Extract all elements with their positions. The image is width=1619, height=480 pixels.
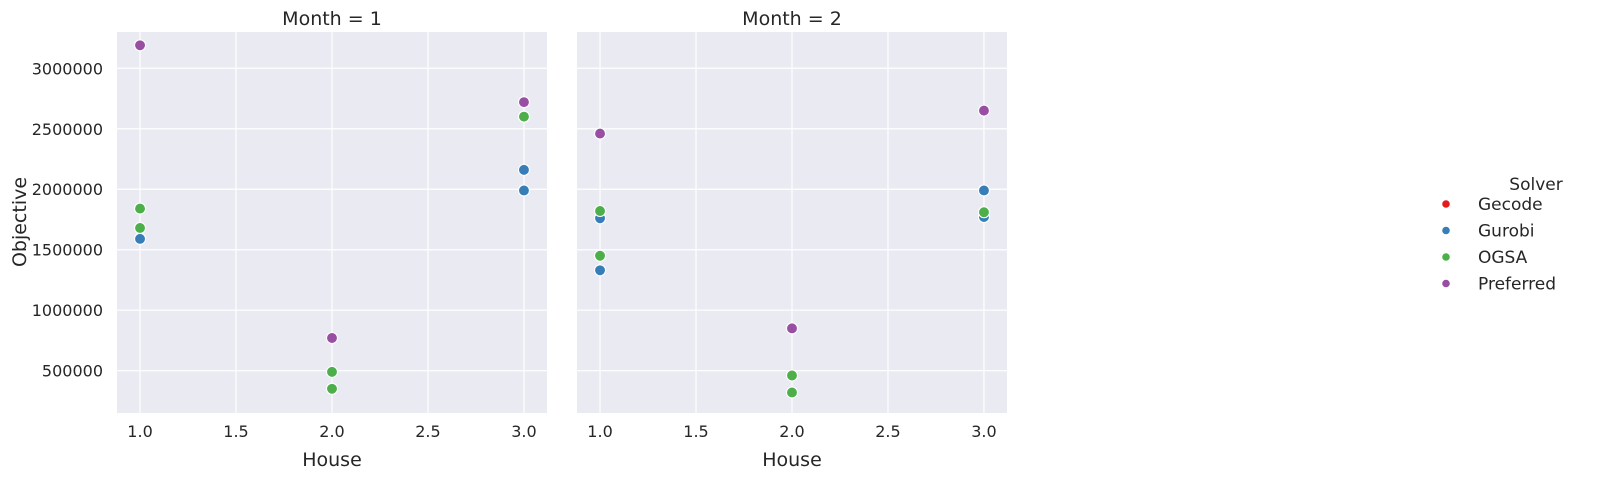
- x-tick-label: 2.5: [415, 422, 440, 441]
- y-tick-label: 2000000: [32, 180, 103, 199]
- legend-label-preferred: Preferred: [1478, 275, 1556, 295]
- y-tick-labels: 500000 1000000 1500000 2000000 2500000 300000…: [32, 59, 103, 380]
- data-point-preferred: [977, 104, 991, 117]
- x-tick-label: 3.0: [511, 422, 536, 441]
- legend-label-ogsa: OGSA: [1478, 248, 1528, 268]
- legend-marker-ogsa: [1441, 252, 1451, 262]
- data-point-gurobi: [977, 184, 991, 197]
- data-point-gurobi: [517, 163, 531, 176]
- data-points: [593, 104, 991, 399]
- data-point-ogsa: [325, 365, 339, 378]
- data-point-ogsa: [785, 369, 799, 382]
- data-point-ogsa: [593, 204, 607, 218]
- data-point-ogsa: [517, 110, 531, 123]
- data-point-preferred: [593, 127, 607, 140]
- legend-marker-gurobi: [1441, 225, 1451, 236]
- legend: Solver Gecode Gurobi OGSA Preferred: [1441, 175, 1563, 295]
- legend-title: Solver: [1509, 175, 1562, 195]
- x-tick-label: 2.0: [319, 422, 344, 441]
- x-tick-label: 1.0: [127, 422, 152, 441]
- y-tick-label: 1500000: [32, 241, 103, 260]
- y-tick-label: 2500000: [32, 120, 103, 139]
- y-tick-label: 500000: [42, 362, 103, 381]
- x-gridlines: [139, 32, 525, 413]
- x-tick-label: 2.5: [875, 422, 900, 441]
- data-point-gurobi: [517, 184, 531, 197]
- data-point-preferred: [785, 322, 799, 335]
- x-tick-labels: 1.0 1.5 2.0 2.5 3.0: [127, 422, 536, 441]
- legend-marker-gecode: [1441, 199, 1451, 209]
- data-point-preferred: [517, 96, 531, 109]
- x-tick-label: 1.0: [587, 422, 612, 441]
- data-point-preferred: [133, 39, 147, 52]
- legend-marker-preferred: [1441, 278, 1451, 289]
- data-point-ogsa: [133, 221, 147, 234]
- x-tick-label: 1.5: [223, 422, 248, 441]
- panel-month-1: Month = 1 1.0 1.5 2.0 2.5 3.0 500000 1000000 1…: [32, 8, 547, 471]
- data-point-ogsa: [785, 386, 799, 399]
- data-point-gurobi: [593, 264, 607, 277]
- panel-title: Month = 2: [742, 8, 842, 30]
- x-tick-label: 3.0: [971, 422, 996, 441]
- legend-label-gurobi: Gurobi: [1478, 222, 1534, 242]
- x-axis-title: House: [762, 449, 822, 471]
- x-tick-label: 1.5: [683, 422, 708, 441]
- data-point-ogsa: [593, 249, 607, 262]
- x-tick-label: 2.0: [779, 422, 804, 441]
- data-point-ogsa: [977, 206, 991, 219]
- x-axis-title: House: [302, 449, 362, 471]
- x-tick-labels: 1.0 1.5 2.0 2.5 3.0: [587, 422, 996, 441]
- y-tick-label: 3000000: [32, 59, 103, 78]
- y-axis-title: Objective: [9, 177, 31, 267]
- data-point-ogsa: [325, 382, 339, 395]
- data-point-ogsa: [133, 202, 147, 215]
- data-point-gurobi: [133, 232, 147, 245]
- legend-entries: Gecode Gurobi OGSA Preferred: [1441, 195, 1556, 295]
- y-tick-label: 1000000: [32, 301, 103, 320]
- data-point-preferred: [325, 331, 339, 345]
- data-points: [133, 39, 531, 395]
- panel-title: Month = 1: [282, 8, 382, 30]
- panel-month-2: Month = 2 1.0 1.5 2.0 2.5 3.0 House: [577, 8, 1007, 471]
- legend-label-gecode: Gecode: [1478, 195, 1543, 215]
